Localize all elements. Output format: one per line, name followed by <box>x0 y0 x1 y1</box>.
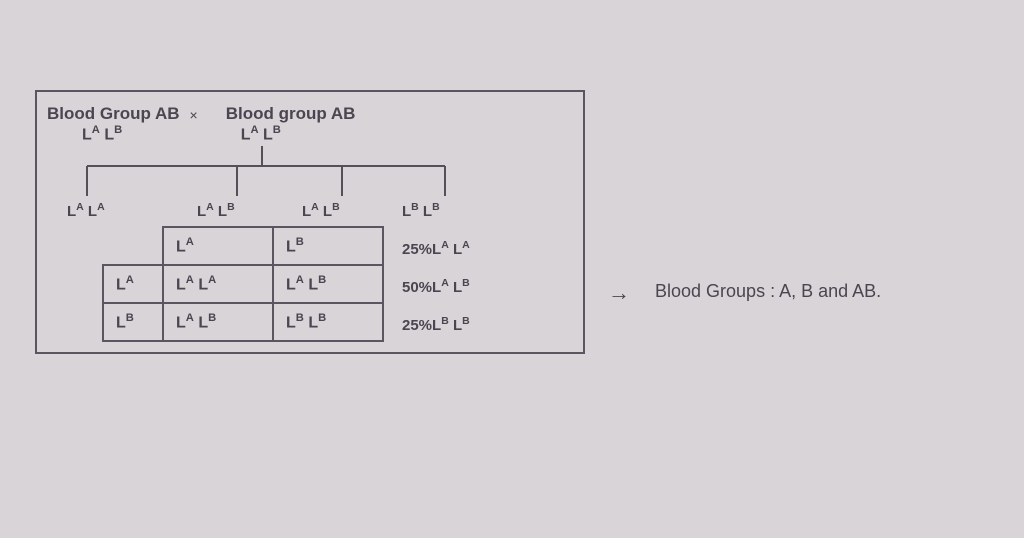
punnett-cell-12: LA LB <box>273 265 383 303</box>
punnett-col-2: LB <box>273 227 383 265</box>
punnett-cell-21: LA LB <box>163 303 273 341</box>
parent-2-genotype: LA LB <box>241 124 356 144</box>
punnett-row-2: LB <box>103 303 163 341</box>
genetics-diagram-box: Blood Group AB LA LB × Blood group AB LA… <box>35 90 585 354</box>
inheritance-tree <box>47 146 567 201</box>
offspring-3: LA LB <box>302 201 402 220</box>
parent-2-title: Blood group AB <box>226 104 356 124</box>
punnett-row-1: LA <box>103 265 163 303</box>
punnett-col-1: LA <box>163 227 273 265</box>
offspring-row: LA LA LA LB LA LB LB LB <box>47 201 573 220</box>
conclusion-text: Blood Groups : A, B and AB. <box>655 281 881 302</box>
parent-1-title: Blood Group AB <box>47 104 180 124</box>
result-3: 25%LB LB <box>402 302 470 340</box>
cross-symbol: × <box>180 107 226 123</box>
offspring-2: LA LB <box>197 201 302 220</box>
result-1: 25%LA LA <box>402 226 470 264</box>
parents-row: Blood Group AB LA LB × Blood group AB LA… <box>47 104 573 144</box>
results-column: 25%LA LA 50%LA LB 25%LB LB <box>402 226 470 340</box>
parent-2: Blood group AB LA LB <box>226 104 356 144</box>
arrow-icon: → <box>608 280 630 306</box>
parent-1-genotype: LA LB <box>82 124 180 144</box>
result-2: 50%LA LB <box>402 264 470 302</box>
punnett-cell-11: LA LA <box>163 265 273 303</box>
punnett-area: LA LB LA LA LA LA LB LB LA LB LB LB 25%L… <box>47 226 573 342</box>
offspring-1: LA LA <box>67 201 197 220</box>
punnett-blank <box>103 227 163 265</box>
offspring-4: LB LB <box>402 201 440 220</box>
parent-1: Blood Group AB LA LB <box>47 104 180 144</box>
punnett-square: LA LB LA LA LA LA LB LB LA LB LB LB <box>102 226 384 342</box>
punnett-cell-22: LB LB <box>273 303 383 341</box>
